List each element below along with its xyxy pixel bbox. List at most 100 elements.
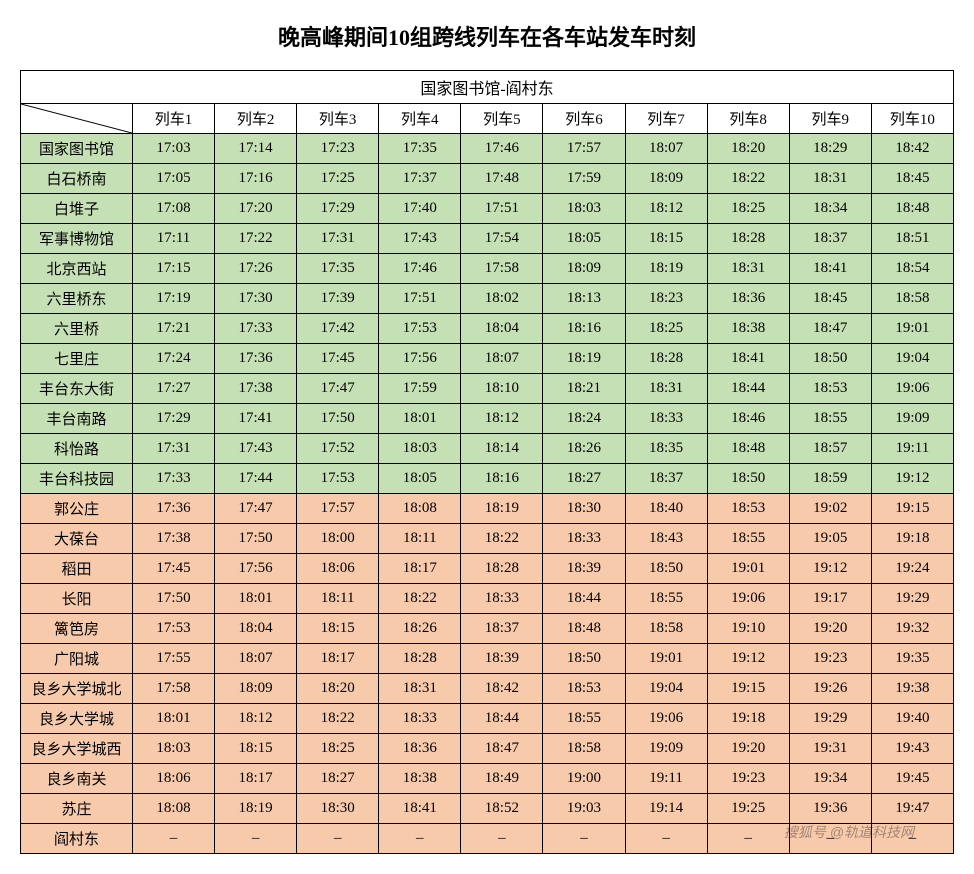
time-cell: 17:38 (132, 524, 214, 554)
col-header: 列车1 (132, 104, 214, 134)
time-cell: 19:29 (871, 584, 953, 614)
time-cell: 17:24 (132, 344, 214, 374)
time-cell: 18:25 (707, 194, 789, 224)
table-row: 苏庄18:0818:1918:3018:4118:5219:0319:1419:… (21, 794, 954, 824)
col-header: 列车9 (789, 104, 871, 134)
table-row: 北京西站17:1517:2617:3517:4617:5818:0918:191… (21, 254, 954, 284)
time-cell: 18:27 (543, 464, 625, 494)
time-cell: 17:43 (379, 224, 461, 254)
time-cell: 17:50 (215, 524, 297, 554)
time-cell: 18:19 (543, 344, 625, 374)
time-cell: 19:12 (789, 554, 871, 584)
time-cell: 18:45 (789, 284, 871, 314)
time-cell: 18:29 (789, 134, 871, 164)
time-cell: 19:15 (707, 674, 789, 704)
time-cell: 17:45 (132, 554, 214, 584)
station-name-cell: 郭公庄 (21, 494, 133, 524)
time-cell: 18:39 (543, 554, 625, 584)
time-cell: 19:18 (871, 524, 953, 554)
time-cell: 18:47 (789, 314, 871, 344)
time-cell: 18:31 (625, 374, 707, 404)
time-cell: 17:40 (379, 194, 461, 224)
time-cell: 17:53 (297, 464, 379, 494)
station-name-cell: 七里庄 (21, 344, 133, 374)
time-cell: 18:09 (543, 254, 625, 284)
time-cell: 18:40 (625, 494, 707, 524)
time-cell: 18:55 (543, 704, 625, 734)
table-row: 郭公庄17:3617:4717:5718:0818:1918:3018:4018… (21, 494, 954, 524)
time-cell: 19:02 (789, 494, 871, 524)
time-cell: 18:55 (707, 524, 789, 554)
timetable: 国家图书馆-阎村东 列车1 列车2 列车3 列车4 列车5 列车6 列车7 列车… (20, 70, 954, 854)
time-cell: 19:00 (543, 764, 625, 794)
col-header: 列车8 (707, 104, 789, 134)
time-cell: 19:09 (871, 404, 953, 434)
table-row: 六里桥东17:1917:3017:3917:5118:0218:1318:231… (21, 284, 954, 314)
time-cell: 18:28 (461, 554, 543, 584)
time-cell: 19:34 (789, 764, 871, 794)
time-cell: 18:53 (707, 494, 789, 524)
time-cell: 18:19 (461, 494, 543, 524)
time-cell: 18:03 (543, 194, 625, 224)
time-cell: 19:17 (789, 584, 871, 614)
time-cell: 17:45 (297, 344, 379, 374)
station-name-cell: 大葆台 (21, 524, 133, 554)
time-cell: 19:31 (789, 734, 871, 764)
time-cell: 18:08 (379, 494, 461, 524)
time-cell: 18:17 (379, 554, 461, 584)
time-cell: 18:19 (625, 254, 707, 284)
table-row: 良乡大学城18:0118:1218:2218:3318:4418:5519:06… (21, 704, 954, 734)
time-cell: 18:55 (789, 404, 871, 434)
time-cell: 17:25 (297, 164, 379, 194)
time-cell: 18:33 (625, 404, 707, 434)
time-cell: 17:59 (379, 374, 461, 404)
table-row: 大葆台17:3817:5018:0018:1118:2218:3318:4318… (21, 524, 954, 554)
time-cell: – (461, 824, 543, 854)
station-name-cell: 良乡南关 (21, 764, 133, 794)
station-name-cell: 长阳 (21, 584, 133, 614)
time-cell: 17:43 (215, 434, 297, 464)
time-cell: 18:35 (625, 434, 707, 464)
time-cell: 18:15 (625, 224, 707, 254)
time-cell: 18:28 (625, 344, 707, 374)
time-cell: 19:43 (871, 734, 953, 764)
time-cell: 18:41 (707, 344, 789, 374)
station-name-cell: 白堆子 (21, 194, 133, 224)
time-cell: 18:15 (297, 614, 379, 644)
time-cell: 18:14 (461, 434, 543, 464)
time-cell: 17:38 (215, 374, 297, 404)
time-cell: 18:25 (625, 314, 707, 344)
time-cell: 17:08 (132, 194, 214, 224)
time-cell: 19:24 (871, 554, 953, 584)
time-cell: 18:48 (707, 434, 789, 464)
time-cell: 18:01 (132, 704, 214, 734)
time-cell: 17:50 (132, 584, 214, 614)
page-title: 晚高峰期间10组跨线列车在各车站发车时刻 (20, 20, 954, 52)
route-header: 国家图书馆-阎村东 (21, 71, 954, 104)
time-cell: 18:36 (379, 734, 461, 764)
time-cell: 18:33 (379, 704, 461, 734)
time-cell: 19:01 (625, 644, 707, 674)
time-cell: 18:58 (543, 734, 625, 764)
station-name-cell: 丰台南路 (21, 404, 133, 434)
time-cell: 17:39 (297, 284, 379, 314)
time-cell: 18:17 (215, 764, 297, 794)
time-cell: 18:47 (461, 734, 543, 764)
col-header: 列车3 (297, 104, 379, 134)
time-cell: 17:35 (379, 134, 461, 164)
time-cell: 18:12 (215, 704, 297, 734)
time-cell: 17:57 (297, 494, 379, 524)
time-cell: 18:48 (871, 194, 953, 224)
time-cell: 17:59 (543, 164, 625, 194)
time-cell: 17:48 (461, 164, 543, 194)
time-cell: 18:38 (707, 314, 789, 344)
time-cell: 18:31 (707, 254, 789, 284)
time-cell: 18:21 (543, 374, 625, 404)
time-cell: 18:09 (215, 674, 297, 704)
col-header: 列车7 (625, 104, 707, 134)
time-cell: 18:26 (543, 434, 625, 464)
time-cell: 19:01 (707, 554, 789, 584)
time-cell: 18:15 (215, 734, 297, 764)
time-cell: 17:57 (543, 134, 625, 164)
column-header-row: 列车1 列车2 列车3 列车4 列车5 列车6 列车7 列车8 列车9 列车10 (21, 104, 954, 134)
